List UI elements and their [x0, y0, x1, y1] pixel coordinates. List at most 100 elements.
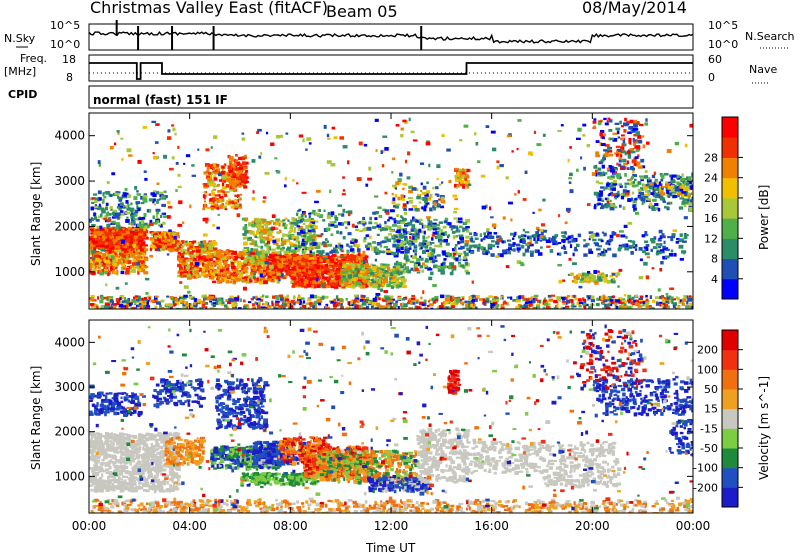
- range-gate-cell: [143, 222, 148, 226]
- range-gate-cell: [494, 298, 500, 301]
- range-gate-cell: [198, 275, 202, 278]
- range-gate-cell: [303, 234, 307, 238]
- range-gate-cell: [429, 193, 433, 198]
- range-gate-cell: [206, 267, 210, 272]
- range-gate-cell: [105, 212, 109, 217]
- range-gate-cell: [212, 183, 216, 186]
- range-gate-cell: [104, 240, 110, 244]
- range-gate-cell: [322, 241, 326, 244]
- range-gate-cell: [432, 186, 435, 190]
- range-gate-cell: [307, 275, 310, 279]
- range-gate-cell: [412, 204, 418, 208]
- range-gate-cell: [247, 222, 252, 227]
- range-gate-cell: [394, 204, 400, 209]
- range-gate-cell: [352, 267, 356, 271]
- range-gate-cell: [313, 260, 318, 264]
- range-gate-cell: [341, 275, 346, 279]
- range-gate-cell: [228, 198, 231, 203]
- range-gate-cell: [226, 301, 232, 305]
- range-gate-cell: [342, 261, 346, 265]
- range-gate-cell: [256, 262, 260, 265]
- range-gate-cell: [322, 278, 325, 283]
- range-gate-cell: [171, 240, 176, 244]
- range-gate-cell: [370, 299, 375, 304]
- range-gate-cell: [336, 259, 340, 262]
- range-gate-cell: [564, 305, 570, 308]
- range-gate-cell: [107, 297, 112, 302]
- range-gate-cell: [638, 298, 644, 301]
- range-gate-cell: [426, 181, 429, 185]
- range-gate-cell: [104, 253, 109, 257]
- range-gate-cell: [327, 213, 332, 218]
- range-gate-cell: [93, 254, 97, 258]
- range-gate-cell: [104, 235, 110, 238]
- range-gate-cell: [377, 251, 381, 255]
- range-gate-cell: [99, 240, 102, 245]
- range-gate-cell: [426, 224, 432, 228]
- range-gate-cell: [382, 250, 386, 254]
- range-gate-cell: [133, 196, 138, 201]
- range-gate-cell: [376, 241, 382, 246]
- range-gate-cell: [132, 212, 136, 215]
- range-gate-cell: [89, 268, 92, 272]
- range-gate-cell: [396, 251, 399, 256]
- range-gate-cell: [315, 273, 319, 278]
- range-gate-cell: [233, 185, 238, 188]
- range-gate-cell: [205, 255, 209, 259]
- range-gate-cell: [206, 255, 212, 259]
- range-gate-cell: [98, 232, 103, 236]
- range-gate-cell: [108, 241, 114, 245]
- range-gate-cell: [208, 241, 213, 246]
- range-gate-cell: [143, 257, 149, 261]
- range-gate-cell: [421, 244, 425, 248]
- range-gate-cell: [266, 247, 270, 250]
- range-gate-cell: [221, 186, 227, 190]
- range-gate-cell: [254, 261, 258, 265]
- range-gate-cell: [396, 229, 401, 233]
- range-gate-cell: [439, 265, 444, 270]
- range-gate-cell: [209, 249, 214, 253]
- range-gate-cell: [156, 198, 160, 202]
- range-gate-cell: [369, 271, 375, 276]
- range-gate-cell: [398, 181, 402, 185]
- range-gate-cell: [126, 216, 129, 219]
- range-gate-cell: [328, 285, 331, 288]
- range-gate-cell: [337, 267, 341, 272]
- range-gate-cell: [104, 231, 110, 234]
- range-gate-cell: [394, 194, 398, 198]
- range-gate-cell: [92, 264, 95, 267]
- range-gate-cell: [206, 249, 210, 253]
- range-gate-cell: [240, 252, 245, 256]
- range-gate-cell: [465, 168, 470, 172]
- range-gate-cell: [327, 265, 332, 269]
- range-gate-cell: [162, 221, 166, 225]
- range-gate-cell: [331, 275, 335, 279]
- range-gate-cell: [378, 223, 382, 227]
- range-gate-cell: [359, 273, 363, 278]
- range-gate-cell: [165, 307, 170, 309]
- range-gate-cell: [415, 299, 419, 302]
- range-gate-cell: [127, 245, 131, 249]
- range-gate-cell: [434, 259, 438, 263]
- range-gate-cell: [423, 224, 426, 229]
- range-gate-cell: [93, 212, 96, 217]
- range-gate-cell: [109, 262, 115, 266]
- range-gate-cell: [396, 270, 400, 275]
- range-gate-cell: [362, 216, 366, 220]
- range-gate-cell: [109, 245, 112, 248]
- range-gate-cell: [402, 195, 406, 198]
- range-gate-cell: [274, 262, 280, 266]
- range-gate-cell: [459, 258, 462, 261]
- range-gate-cell: [256, 223, 262, 228]
- range-gate-cell: [364, 255, 369, 259]
- range-gate-cell: [163, 194, 168, 199]
- range-gate-cell: [384, 220, 387, 225]
- range-gate-cell: [106, 263, 111, 267]
- range-gate-cell: [296, 231, 301, 236]
- range-gate-cell: [298, 282, 302, 287]
- range-gate-cell: [285, 238, 291, 243]
- range-gate-cell: [350, 240, 355, 245]
- range-gate-cell: [137, 237, 143, 241]
- range-gate-cell: [189, 305, 194, 308]
- range-gate-cell: [412, 219, 416, 222]
